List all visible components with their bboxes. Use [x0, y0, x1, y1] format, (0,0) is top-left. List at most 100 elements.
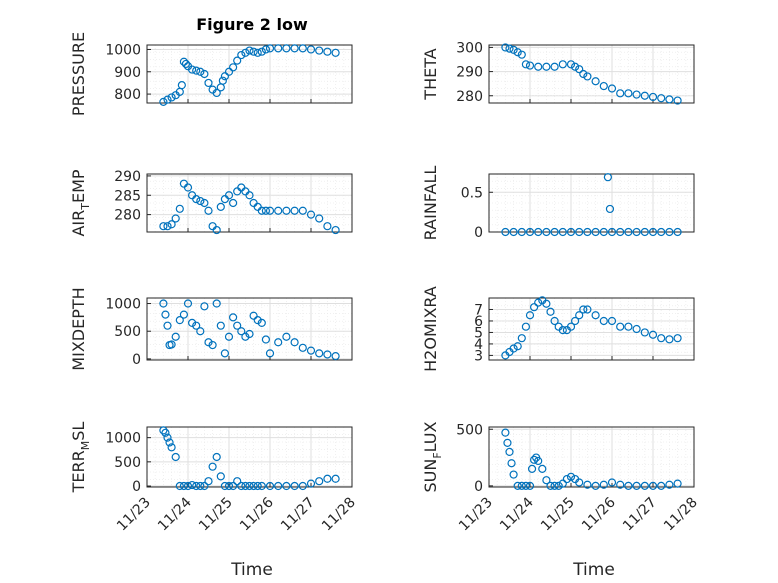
- data-point: [505, 447, 514, 457]
- data-point: [161, 428, 170, 437]
- data-point: [517, 50, 526, 59]
- data-point: [208, 462, 217, 471]
- data-point: [261, 45, 270, 54]
- data-point: [558, 227, 567, 237]
- data-point: [179, 481, 188, 491]
- data-point: [575, 478, 584, 487]
- data-point: [517, 334, 526, 343]
- data-point: [237, 327, 246, 336]
- data-point: [542, 299, 551, 308]
- data-point: [546, 481, 555, 490]
- data-point: [220, 349, 229, 358]
- data-point: [315, 46, 324, 55]
- data-point: [249, 481, 258, 491]
- y-tick-label: 285: [114, 188, 141, 204]
- data-point: [529, 455, 539, 464]
- data-point: [509, 45, 518, 54]
- data-point: [566, 322, 576, 331]
- data-point: [265, 349, 275, 358]
- y-tick-label: 5: [474, 325, 483, 341]
- data-point: [159, 222, 168, 231]
- data-point: [505, 44, 514, 53]
- data-point: [607, 227, 617, 237]
- x-tick-label: 11/23: [456, 495, 496, 535]
- data-point: [591, 227, 600, 237]
- data-point: [274, 44, 283, 53]
- data-point: [177, 81, 186, 90]
- y-tick-label: 4: [474, 337, 483, 353]
- subplot-4: 0.5 0 RAINFALL: [421, 166, 695, 241]
- data-point: [163, 321, 172, 330]
- data-point: [163, 222, 172, 231]
- data-point: [599, 480, 608, 489]
- data-point: [521, 481, 531, 490]
- data-point: [212, 88, 221, 98]
- data-point: [603, 173, 613, 182]
- data-point: [229, 63, 238, 72]
- data-point: [200, 302, 209, 311]
- y-tick-label: 500: [114, 324, 141, 340]
- subplot-8: 500 011/23 11/24 11/25 11/26 11/27 11/28 SUNFLU…: [421, 421, 701, 534]
- x-tick-label: 11/26: [237, 494, 277, 534]
- data-point: [282, 44, 291, 53]
- data-point: [632, 227, 641, 237]
- data-point: [229, 198, 238, 208]
- y-tick-label: 290: [114, 169, 141, 185]
- data-point: [298, 343, 307, 352]
- x-tick-label: 11/24: [497, 494, 537, 534]
- data-point: [167, 220, 176, 229]
- data-point: [558, 326, 567, 335]
- data-point: [216, 202, 225, 211]
- data-point: [298, 481, 307, 491]
- data-point: [605, 204, 615, 214]
- y-tick-label: 6: [474, 314, 483, 330]
- data-point: [229, 481, 238, 491]
- data-point: [599, 316, 608, 326]
- data-point: [167, 340, 176, 349]
- data-point: [245, 329, 254, 339]
- x-axis-label-right: Time: [572, 560, 615, 580]
- y-tick-label: 0: [132, 479, 141, 495]
- data-point: [521, 60, 531, 69]
- data-point: [546, 307, 555, 316]
- data-point: [290, 206, 299, 215]
- data-point: [624, 481, 633, 490]
- data-point: [241, 48, 250, 57]
- data-point: [599, 227, 608, 237]
- y-tick-label: 900: [114, 65, 141, 81]
- data-point: [274, 206, 283, 215]
- data-point: [306, 479, 316, 488]
- data-point: [179, 310, 188, 319]
- data-point: [253, 481, 262, 491]
- data-point: [175, 204, 184, 213]
- data-point: [249, 47, 258, 56]
- data-point: [583, 305, 592, 314]
- data-point: [331, 352, 340, 361]
- data-point: [607, 316, 617, 326]
- data-point: [188, 480, 197, 490]
- data-point: [183, 481, 193, 491]
- data-point: [261, 335, 270, 344]
- data-point: [632, 481, 641, 490]
- data-point: [229, 313, 238, 322]
- data-point: [171, 452, 180, 462]
- data-point: [579, 305, 588, 314]
- data-point: [208, 340, 217, 350]
- data-point: [282, 206, 291, 215]
- y-tick-label: 0: [132, 352, 141, 368]
- data-point: [257, 481, 266, 491]
- data-point: [550, 62, 559, 71]
- axes-box: [146, 297, 353, 361]
- data-point: [648, 481, 658, 490]
- y-tick-label: 0: [474, 225, 483, 241]
- data-point: [599, 81, 608, 91]
- x-tick-label: 11/27: [620, 495, 660, 535]
- data-point: [331, 48, 340, 57]
- y-tick-label: 1000: [105, 297, 141, 313]
- data-point: [274, 338, 283, 347]
- data-point: [216, 321, 225, 330]
- data-point: [282, 481, 291, 491]
- data-point: [542, 62, 551, 71]
- y-tick-label: 0.5: [461, 185, 483, 201]
- data-point: [575, 311, 584, 320]
